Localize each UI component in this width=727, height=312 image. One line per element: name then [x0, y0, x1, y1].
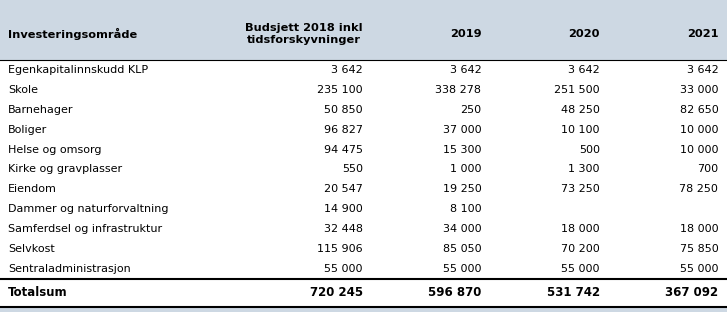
Text: 8 100: 8 100: [449, 204, 481, 214]
Text: Helse og omsorg: Helse og omsorg: [8, 144, 102, 154]
Text: 55 000: 55 000: [443, 264, 481, 274]
Text: 94 475: 94 475: [324, 144, 363, 154]
Text: 82 650: 82 650: [680, 105, 718, 115]
Text: Barnehager: Barnehager: [8, 105, 73, 115]
Text: 115 906: 115 906: [317, 244, 363, 254]
Text: 250: 250: [460, 105, 481, 115]
Text: 14 900: 14 900: [324, 204, 363, 214]
Text: 720 245: 720 245: [310, 286, 363, 300]
Text: 235 100: 235 100: [317, 85, 363, 95]
Text: 3 642: 3 642: [686, 65, 718, 75]
Text: 10 000: 10 000: [680, 144, 718, 154]
Text: 78 250: 78 250: [680, 184, 718, 194]
Text: 596 870: 596 870: [428, 286, 481, 300]
Text: Investeringsområde: Investeringsområde: [8, 28, 137, 40]
Text: 3 642: 3 642: [331, 65, 363, 75]
Text: 531 742: 531 742: [547, 286, 600, 300]
Text: 20 547: 20 547: [324, 184, 363, 194]
Text: Sentraladministrasjon: Sentraladministrasjon: [8, 264, 131, 274]
Text: 500: 500: [579, 144, 600, 154]
Text: 19 250: 19 250: [443, 184, 481, 194]
Text: 70 200: 70 200: [561, 244, 600, 254]
Text: 1 000: 1 000: [450, 164, 481, 174]
Text: 3 642: 3 642: [568, 65, 600, 75]
Text: 73 250: 73 250: [561, 184, 600, 194]
Text: 338 278: 338 278: [435, 85, 481, 95]
Text: 34 000: 34 000: [443, 224, 481, 234]
Text: 2020: 2020: [569, 29, 600, 39]
Text: Dammer og naturforvaltning: Dammer og naturforvaltning: [8, 204, 169, 214]
Text: 1 300: 1 300: [569, 164, 600, 174]
Text: 48 250: 48 250: [561, 105, 600, 115]
Text: 700: 700: [697, 164, 718, 174]
Bar: [0, 279, 727, 307]
Text: 18 000: 18 000: [561, 224, 600, 234]
Text: 85 050: 85 050: [443, 244, 481, 254]
Text: 32 448: 32 448: [324, 224, 363, 234]
Text: Boliger: Boliger: [8, 125, 47, 135]
Text: 15 300: 15 300: [443, 144, 481, 154]
Text: Kirke og gravplasser: Kirke og gravplasser: [8, 164, 122, 174]
Text: Selvkost: Selvkost: [8, 244, 55, 254]
Text: 10 000: 10 000: [680, 125, 718, 135]
Text: Eiendom: Eiendom: [8, 184, 57, 194]
Text: 2019: 2019: [449, 29, 481, 39]
Text: 251 500: 251 500: [554, 85, 600, 95]
Text: Samferdsel og infrastruktur: Samferdsel og infrastruktur: [8, 224, 162, 234]
Text: 2021: 2021: [687, 29, 718, 39]
Text: 18 000: 18 000: [680, 224, 718, 234]
Text: 75 850: 75 850: [680, 244, 718, 254]
Text: 367 092: 367 092: [665, 286, 718, 300]
Text: 3 642: 3 642: [449, 65, 481, 75]
Text: 55 000: 55 000: [680, 264, 718, 274]
Text: Skole: Skole: [8, 85, 38, 95]
Text: Totalsum: Totalsum: [8, 286, 68, 300]
Text: 55 000: 55 000: [561, 264, 600, 274]
Text: Egenkapitalinnskudd KLP: Egenkapitalinnskudd KLP: [8, 65, 148, 75]
Text: 10 100: 10 100: [561, 125, 600, 135]
Text: 50 850: 50 850: [324, 105, 363, 115]
Text: 550: 550: [342, 164, 363, 174]
Text: Budsjett 2018 inkl
tidsforskyvninger: Budsjett 2018 inkl tidsforskyvninger: [245, 23, 363, 45]
Text: 96 827: 96 827: [324, 125, 363, 135]
Text: 33 000: 33 000: [680, 85, 718, 95]
Text: 37 000: 37 000: [443, 125, 481, 135]
Text: 55 000: 55 000: [324, 264, 363, 274]
Bar: [0, 60, 727, 307]
